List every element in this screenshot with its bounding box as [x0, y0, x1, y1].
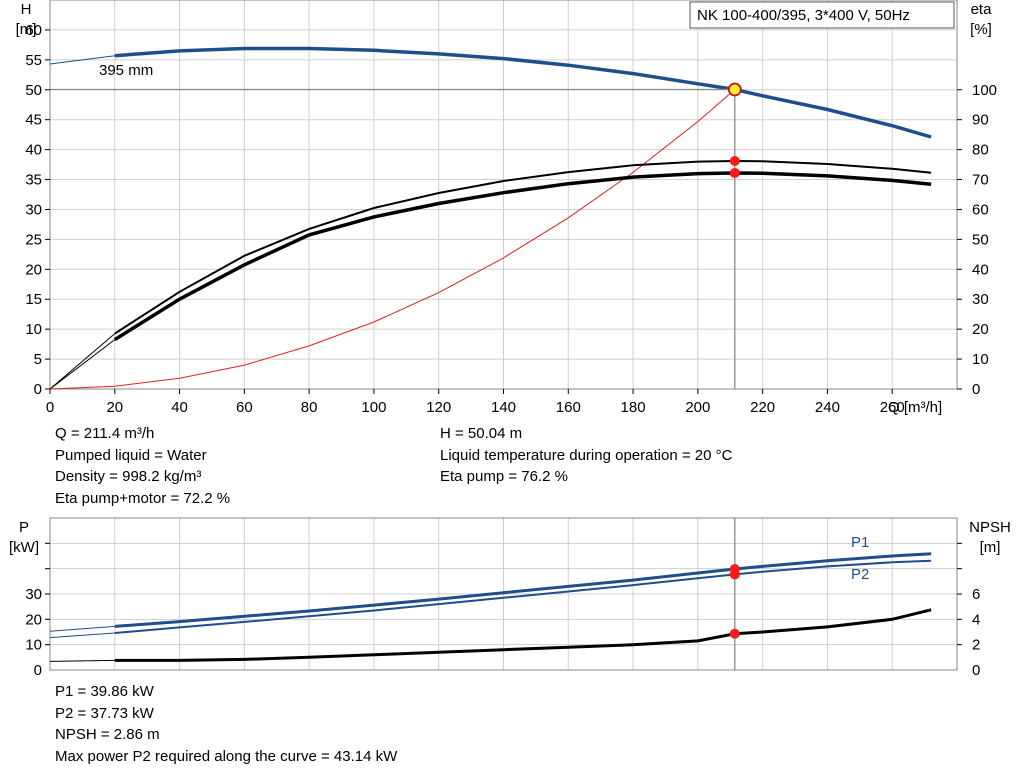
top-xtick-label: 20: [106, 399, 123, 416]
bottom-ytick-left-label: 10: [25, 637, 42, 654]
top-xtick-label: 120: [426, 399, 451, 416]
bottom-ytick-right-label: 0: [972, 662, 980, 679]
top-xtick-label: 160: [556, 399, 581, 416]
legend-p2: P2: [851, 566, 869, 583]
top-ytick-right-label: 0: [972, 381, 980, 398]
top-ytick-left-label: 15: [25, 291, 42, 308]
top-xtick-label: 220: [750, 399, 775, 416]
top-xtick-label: 140: [491, 399, 516, 416]
duty-point: [727, 82, 742, 97]
top-ytick-right-label: 90: [972, 112, 989, 129]
top-ytick-left-label: 25: [25, 231, 42, 248]
top-ytick-right-label: 50: [972, 231, 989, 248]
readout-flow: Q = 211.4 m³/h: [55, 425, 155, 442]
top-ytick-right-label: 40: [972, 261, 989, 278]
bottom-ytick-left-label: 0: [34, 662, 42, 679]
readout-max-power: Max power P2 required along the curve = …: [55, 747, 398, 765]
top-xtick-label: 40: [171, 399, 188, 416]
top-ytick-right-label: 80: [972, 142, 989, 159]
chart-title: NK 100-400/395, 3*400 V, 50Hz: [697, 7, 910, 24]
top-xtick-label: 240: [815, 399, 840, 416]
top-ylabel-left-2: [m]: [16, 21, 37, 38]
curve-label: 395 mm: [99, 62, 153, 79]
bottom-ylabel-right-1: NPSH: [969, 519, 1011, 536]
readout-npsh: NPSH = 2.86 m: [55, 726, 160, 743]
top-xtick-label: 180: [621, 399, 646, 416]
top-readout-left: Q = 211.4 m³/h Pumped liquid = Water Den…: [55, 423, 230, 509]
bottom-series: [49, 518, 932, 670]
top-ytick-left-label: 20: [25, 261, 42, 278]
p1-curve: [114, 552, 932, 628]
top-ylabel-left-1: H: [21, 1, 32, 18]
bottom-readout: P1 = 39.86 kW P2 = 37.73 kW NPSH = 2.86 …: [55, 681, 397, 767]
readout-eta-pump-motor: Eta pump+motor = 72.2 %: [55, 489, 231, 507]
top-ytick-left-label: 10: [25, 321, 42, 338]
readout-head: H = 50.04 m: [440, 425, 523, 442]
top-ytick-right-label: 10: [972, 351, 989, 368]
bottom-axes: 0 10 20 30 0 2 4 6: [25, 542, 980, 679]
bottom-ytick-right-label: 4: [972, 611, 980, 628]
readout-temperature: Liquid temperature during operation = 20…: [440, 446, 733, 464]
top-xtick-label: 260: [880, 399, 905, 416]
top-ytick-right-label: 100: [972, 82, 997, 99]
readout-p1: P1 = 39.86 kW: [55, 683, 154, 700]
readout-liquid: Pumped liquid = Water: [55, 446, 207, 464]
npsh-curve: [114, 608, 932, 662]
top-xtick-label: 0: [46, 399, 54, 416]
p2-point: [729, 569, 740, 580]
top-readout-right: H = 50.04 m Liquid temperature during op…: [440, 423, 732, 488]
bottom-ylabel-left-1: P: [19, 519, 29, 536]
head-curve: [114, 46, 932, 139]
eta-pump-extrapolation: [49, 333, 116, 390]
top-xtick-label: 200: [685, 399, 710, 416]
top-xtick-label: 60: [236, 399, 253, 416]
eta-pump-curve: [114, 159, 932, 335]
eta-pump-motor-extrapolation: [49, 339, 116, 390]
top-ytick-right-label: 20: [972, 321, 989, 338]
bottom-ytick-left-label: 20: [25, 611, 42, 628]
top-ytick-right-label: 70: [972, 172, 989, 189]
head-extrapolation: [49, 55, 115, 65]
top-ytick-left-label: 60: [25, 22, 42, 39]
top-ytick-left-label: 40: [25, 142, 42, 159]
top-axes: 0 20 40 60 80 100 120 140 160 180 200 220 240 2600510…: [25, 22, 997, 416]
bottom-ytick-right-label: 2: [972, 637, 980, 654]
top-ylabel-right-1: eta: [971, 1, 993, 18]
readout-density: Density = 998.2 kg/m³: [55, 468, 202, 485]
eta-pump-motor-point: [729, 167, 740, 178]
legend-p1: P1: [851, 534, 869, 551]
top-ylabel-right-2: [%]: [970, 21, 992, 38]
npsh-point: [729, 628, 740, 639]
npsh-extrapolation: [49, 659, 115, 662]
bottom-ylabel-left-2: [kW]: [9, 539, 39, 556]
top-ytick-left-label: 30: [25, 201, 42, 218]
p1-extrapolation: [49, 625, 115, 632]
top-ytick-left-label: 5: [34, 351, 42, 368]
top-ytick-left-label: 0: [34, 381, 42, 398]
top-ytick-left-label: 45: [25, 112, 42, 129]
readout-p2: P2 = 37.73 kW: [55, 704, 154, 722]
bottom-ytick-left-label: 30: [25, 586, 42, 603]
title-box: [689, 1, 955, 29]
top-ytick-left-label: 50: [25, 82, 42, 99]
top-series: [49, 46, 932, 390]
p2-extrapolation: [49, 632, 115, 639]
top-grid: [50, 0, 957, 389]
top-xlabel: Q [m³/h]: [888, 399, 942, 416]
top-xtick-label: 80: [301, 399, 318, 416]
top-xtick-label: 100: [361, 399, 386, 416]
bottom-ytick-right-label: 6: [972, 586, 980, 603]
bottom-ylabel-right-2: [m]: [980, 539, 1001, 556]
readout-eta-pump: Eta pump = 76.2 %: [440, 468, 568, 485]
eta-pump-point: [729, 155, 740, 166]
top-ytick-right-label: 30: [972, 291, 989, 308]
top-ytick-right-label: 60: [972, 201, 989, 218]
top-ytick-left-label: 35: [25, 172, 42, 189]
top-ytick-left-label: 55: [25, 52, 42, 69]
p2-curve: [114, 559, 932, 634]
eta-pump-motor-curve: [113, 171, 932, 342]
